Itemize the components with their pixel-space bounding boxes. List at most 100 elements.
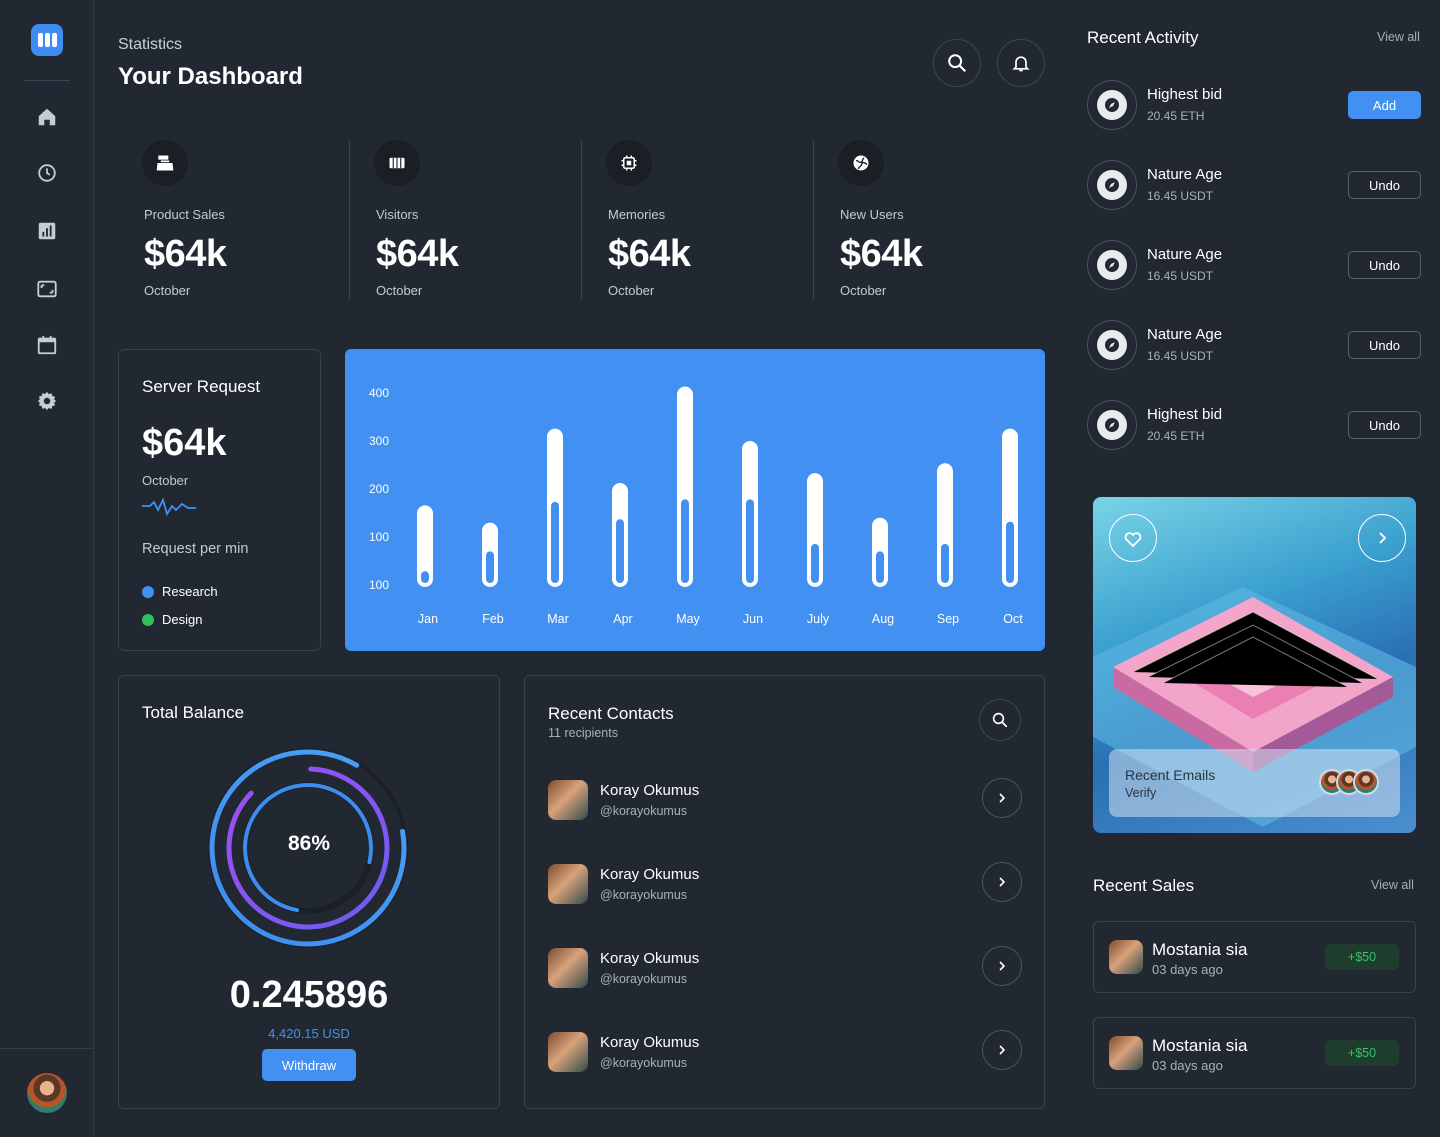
bar-inner: [421, 571, 429, 583]
screen-icon[interactable]: [33, 275, 61, 303]
compass-icon: [1087, 80, 1137, 130]
search-icon: [948, 54, 967, 73]
home-icon[interactable]: [33, 103, 61, 131]
legend-dot: [142, 613, 154, 626]
contact-name: Koray Okumus: [600, 950, 700, 967]
contacts-title: Recent Contacts: [548, 704, 674, 723]
sale-time: 03 days ago: [1152, 962, 1223, 977]
sale-item[interactable]: Mostania sia 03 days ago +$50: [1093, 921, 1416, 993]
bar-inner: [876, 551, 884, 583]
stat-divider: [349, 140, 350, 300]
activity-value: 20.45 ETH: [1147, 109, 1205, 123]
stat-period: October: [840, 283, 887, 298]
cinema-icon: [374, 140, 420, 186]
chip-icon: [606, 140, 652, 186]
activity-item: Highest bid 20.45 ETH Undo: [1087, 400, 1421, 450]
server-title: Server Request: [142, 377, 261, 396]
balance-amount: 0.245896: [229, 974, 389, 1016]
page-title: Your Dashboard: [118, 63, 303, 90]
y-tick-label: 400: [369, 386, 389, 400]
contact-item[interactable]: Koray Okumus @korayokumus: [548, 946, 1022, 990]
contact-item[interactable]: Koray Okumus @korayokumus: [548, 778, 1022, 822]
activity-value: 16.45 USDT: [1147, 269, 1214, 283]
activity-name: Nature Age: [1147, 246, 1223, 263]
stat-divider: [581, 140, 582, 300]
contact-avatar: [548, 864, 588, 904]
undo-button[interactable]: Undo: [1348, 171, 1421, 199]
stat-value: $64k: [840, 233, 923, 275]
chevron-right-icon[interactable]: [982, 946, 1022, 986]
x-tick-label: July: [807, 612, 830, 626]
contacts-subtitle: 11 recipients: [548, 726, 618, 740]
sale-avatar: [1109, 940, 1143, 974]
stat-period: October: [376, 283, 423, 298]
total-balance-card: Total Balance 86% 0.245896 4,420.15 USD …: [118, 675, 500, 1109]
sale-name: Mostania sia: [1152, 1036, 1248, 1055]
balance-title: Total Balance: [142, 703, 245, 722]
contact-handle: @korayokumus: [600, 1056, 688, 1070]
sidebar: [0, 0, 94, 1137]
contact-handle: @korayokumus: [600, 972, 688, 986]
next-button[interactable]: [1358, 514, 1406, 562]
search-button[interactable]: [933, 39, 981, 87]
contact-handle: @korayokumus: [600, 804, 688, 818]
contact-item[interactable]: Koray Okumus @korayokumus: [548, 862, 1022, 906]
x-tick-label: Jan: [418, 612, 438, 626]
chart-icon[interactable]: [33, 217, 61, 245]
compass-icon: [1087, 320, 1137, 370]
server-value: $64k: [142, 422, 227, 464]
chevron-right-icon[interactable]: [982, 778, 1022, 818]
activity-name: Highest bid: [1147, 86, 1223, 103]
activity-value: 16.45 USDT: [1147, 189, 1214, 203]
monthly-chart-card: 400 300 200 100 100 Jan Feb Mar Apr May Jun July Aug…: [345, 349, 1045, 651]
undo-button[interactable]: Undo: [1348, 251, 1421, 279]
compass-icon: [1087, 240, 1137, 290]
activity-item: Nature Age 16.45 USDT Undo: [1087, 320, 1421, 370]
activity-view-all-link[interactable]: View all: [1377, 30, 1420, 44]
server-period: October: [142, 473, 189, 488]
contact-avatar: [548, 780, 588, 820]
add-button[interactable]: Add: [1348, 91, 1421, 119]
sales-view-all-link[interactable]: View all: [1371, 878, 1414, 892]
stat-value: $64k: [144, 233, 227, 275]
promo-title: Recent Emails: [1125, 767, 1216, 783]
favorite-button[interactable]: [1109, 514, 1157, 562]
gear-icon[interactable]: [33, 387, 61, 415]
bell-icon: [1012, 56, 1030, 72]
balance-usd: 4,420.15 USD: [268, 1026, 350, 1041]
notification-button[interactable]: [997, 39, 1045, 87]
contact-item[interactable]: Koray Okumus @korayokumus: [548, 1030, 1022, 1074]
activity-item: Nature Age 16.45 USDT Undo: [1087, 160, 1421, 210]
x-tick-label: Apr: [613, 612, 632, 626]
app-logo[interactable]: [31, 24, 63, 56]
recent-emails-panel[interactable]: Recent Emails Verify: [1109, 749, 1400, 817]
stat-label: Visitors: [376, 207, 419, 222]
calendar-icon[interactable]: [33, 331, 61, 359]
bar-inner: [811, 543, 819, 583]
sales-title: Recent Sales: [1093, 876, 1195, 895]
bar-inner: [551, 501, 559, 583]
stat-card: Visitors $64k October: [352, 140, 584, 300]
activity-item: Highest bid 20.45 ETH Add: [1087, 80, 1421, 130]
sidebar-divider: [24, 80, 70, 81]
clock-icon[interactable]: [33, 159, 61, 187]
promo-card[interactable]: Recent Emails Verify: [1093, 497, 1416, 833]
sale-avatar: [1109, 1036, 1143, 1070]
promo-subtitle: Verify: [1125, 786, 1157, 800]
y-tick-label: 200: [369, 482, 389, 496]
activity-name: Nature Age: [1147, 166, 1223, 183]
sale-item[interactable]: Mostania sia 03 days ago +$50: [1093, 1017, 1416, 1089]
cash-register-icon: [142, 140, 188, 186]
user-avatar[interactable]: [27, 1073, 67, 1113]
undo-button[interactable]: Undo: [1348, 411, 1421, 439]
contact-avatar: [548, 948, 588, 988]
contacts-search-button[interactable]: [979, 699, 1021, 741]
undo-button[interactable]: Undo: [1348, 331, 1421, 359]
legend-label: Design: [162, 612, 203, 627]
chevron-right-icon[interactable]: [982, 1030, 1022, 1070]
contact-name: Koray Okumus: [600, 1034, 700, 1051]
activity-value: 20.45 ETH: [1147, 429, 1205, 443]
withdraw-button[interactable]: Withdraw: [262, 1049, 356, 1081]
x-tick-label: Jun: [743, 612, 763, 626]
chevron-right-icon[interactable]: [982, 862, 1022, 902]
